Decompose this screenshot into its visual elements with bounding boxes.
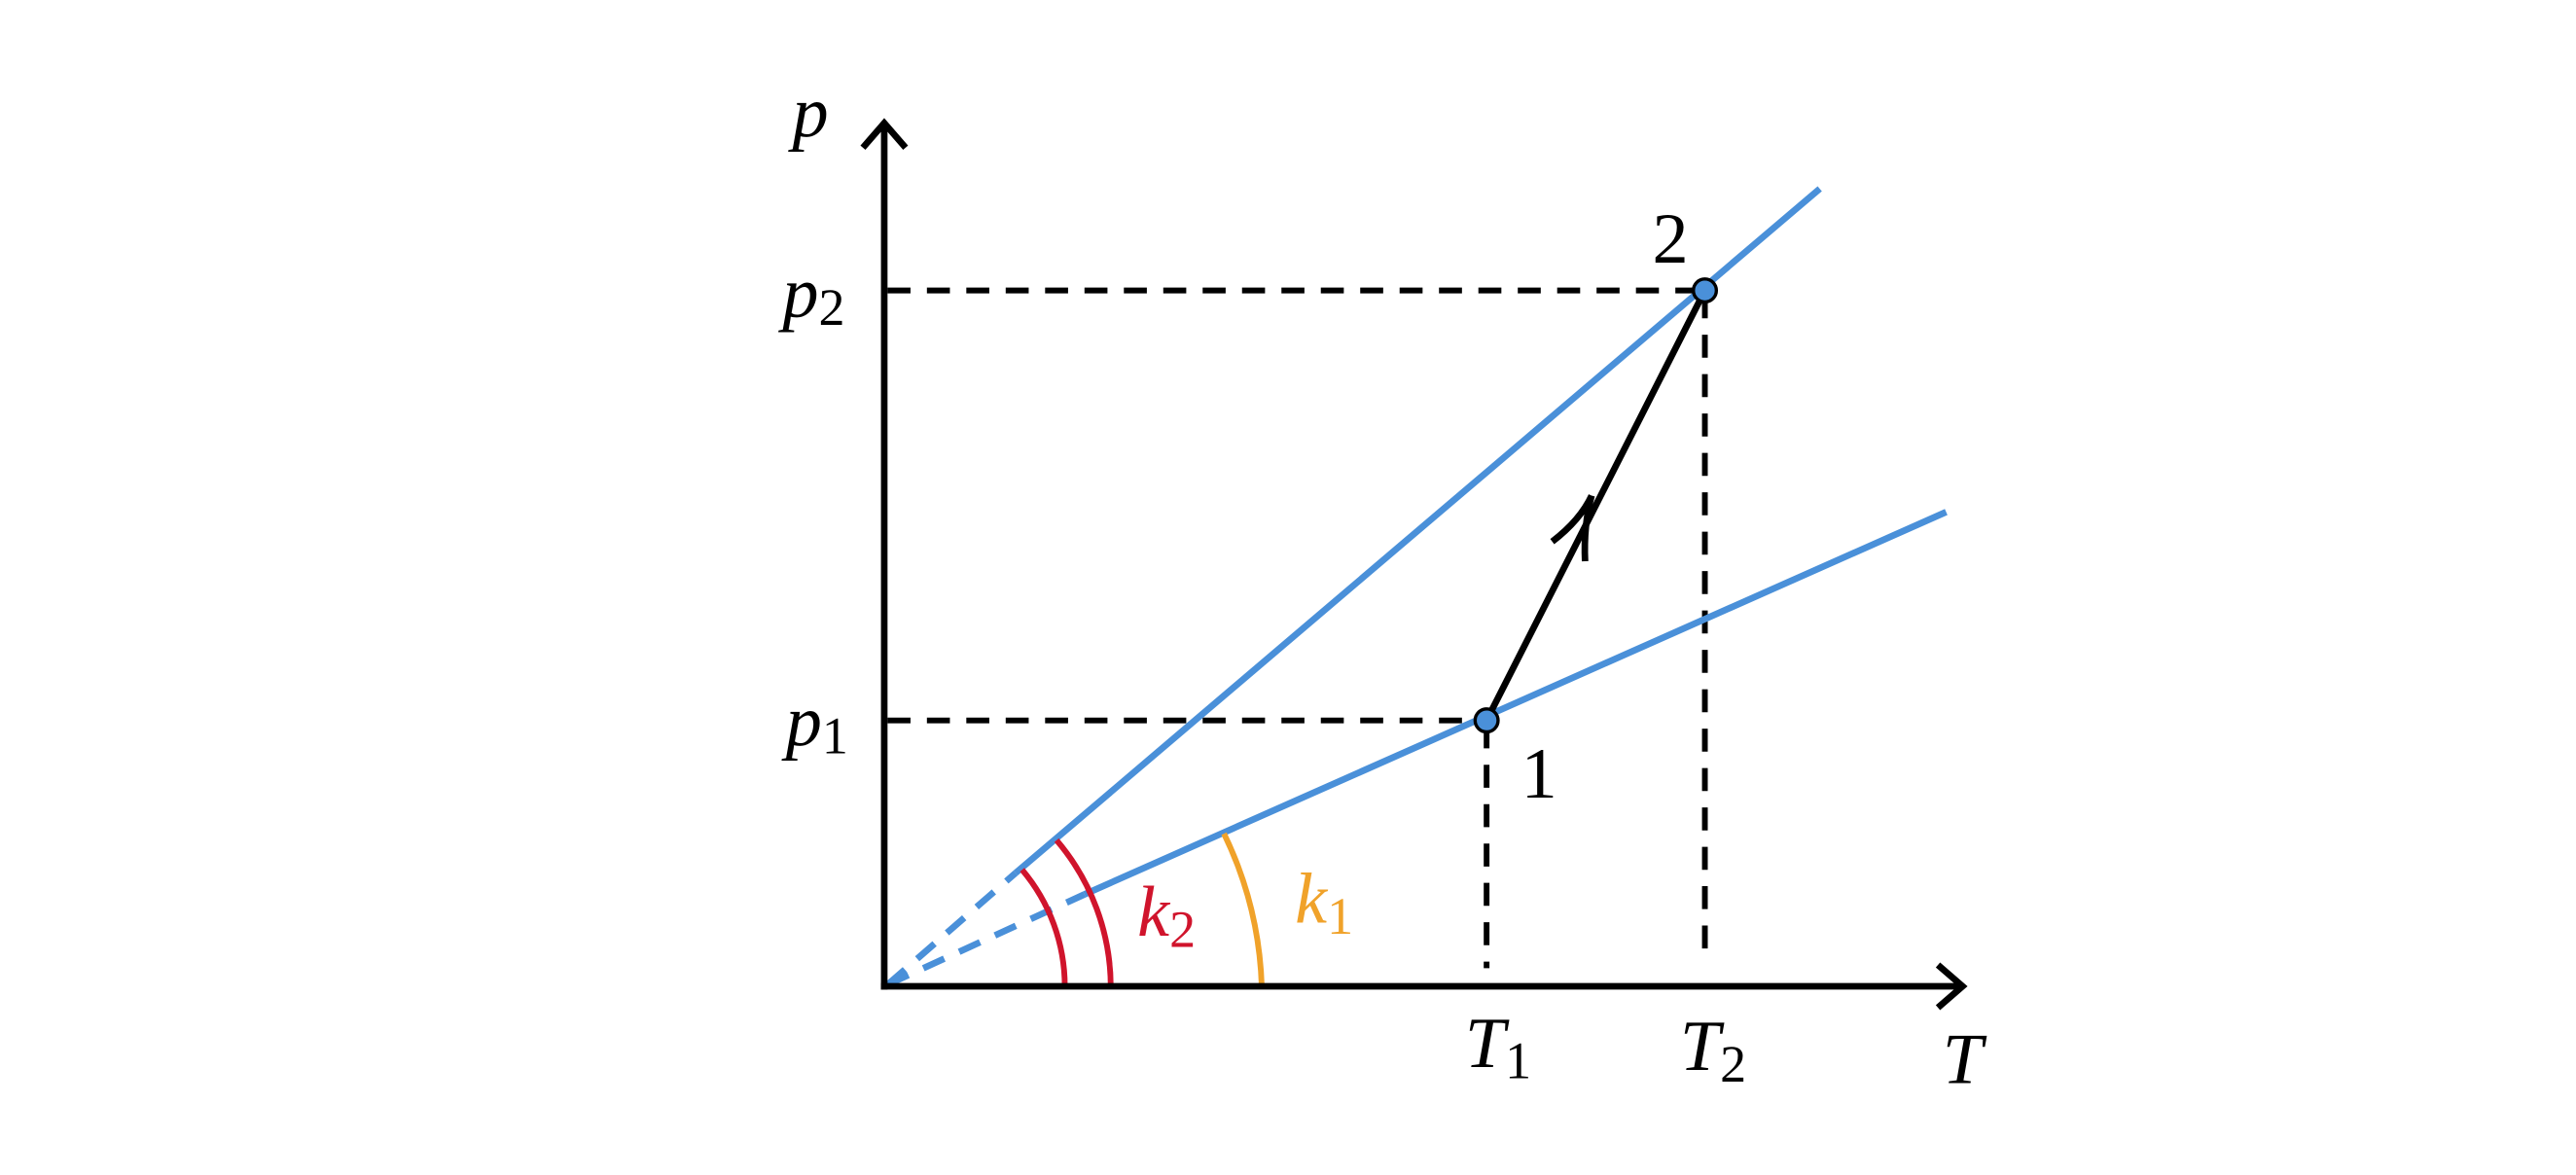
label-base: k: [1137, 872, 1171, 952]
tick-label: T1: [1465, 1004, 1531, 1090]
isochore-lines: [885, 186, 1948, 988]
angle-arcs: [1020, 832, 1265, 987]
label-base: p: [777, 254, 818, 334]
tick-label: p1: [781, 682, 848, 766]
tick-label: p2: [777, 254, 844, 338]
axis-label: T: [1943, 1020, 1987, 1100]
label-base: p: [781, 682, 822, 762]
label-sub: 1: [822, 707, 848, 766]
process-arrow: [1484, 289, 1708, 723]
axis-label: p: [787, 73, 828, 153]
label-base: k: [1295, 859, 1329, 939]
point-label: 2: [1653, 199, 1689, 279]
state-point: [1692, 277, 1719, 304]
tick-label: T2: [1680, 1007, 1746, 1093]
angle-label: k1: [1295, 859, 1353, 945]
angle-label: k2: [1137, 872, 1196, 959]
label-sub: 2: [1169, 901, 1196, 959]
label-sub: 1: [1327, 888, 1353, 946]
guide-lines: [887, 287, 1708, 969]
state-point: [1473, 707, 1500, 734]
point-label: 1: [1521, 734, 1557, 814]
label-base: T: [1680, 1007, 1725, 1086]
axes: [860, 118, 1968, 1011]
label-sub: 1: [1505, 1032, 1531, 1090]
label-sub: 2: [1720, 1035, 1746, 1093]
label-sub: 2: [818, 279, 844, 338]
label-base: T: [1465, 1004, 1510, 1084]
